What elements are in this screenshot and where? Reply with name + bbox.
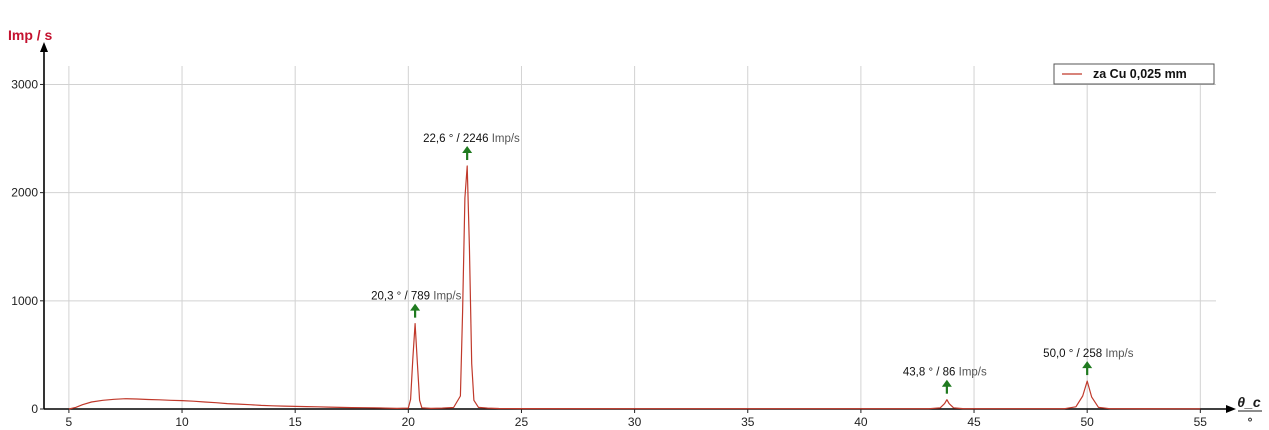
peak-annotation-label: 20,3 ° / 789 Imp/s xyxy=(371,291,462,303)
x-tick-label: 40 xyxy=(854,415,868,429)
x-tick-label: 10 xyxy=(175,415,189,429)
peak-annotation-label: 43,8 ° / 86 Imp/s xyxy=(903,367,987,379)
x-tick-label: 55 xyxy=(1194,415,1208,429)
y-tick-label: 1000 xyxy=(11,294,38,308)
x-tick-label: 20 xyxy=(402,415,416,429)
y-axis-arrowhead xyxy=(40,42,48,52)
chart-annotations: 20,3 ° / 789 Imp/s 22,6 ° / 2246 Imp/s 43,… xyxy=(371,133,1134,394)
legend-box xyxy=(1053,63,1215,85)
x-tick-label: 5 xyxy=(66,415,73,429)
y-tick-label: 0 xyxy=(31,402,38,416)
y-tick-label: 2000 xyxy=(11,186,38,200)
x-axis-unit: ° xyxy=(1248,415,1253,429)
legend-item-label: za Cu 0,025 mm xyxy=(1093,67,1187,81)
chart-ticks: 5 10 15 20 25 30 35 40 45 50 55 0 1000 2000 3000 xyxy=(11,77,1207,429)
peak-arrow-head xyxy=(1082,361,1093,369)
peak-arrow-head xyxy=(410,303,421,311)
x-tick-label: 15 xyxy=(288,415,302,429)
peak-annotation-label: 22,6 ° / 2246 Imp/s xyxy=(423,133,520,145)
x-tick-label: 30 xyxy=(628,415,642,429)
x-axis-label: θ_c xyxy=(1237,394,1261,410)
x-tick-label: 35 xyxy=(741,415,755,429)
series-line xyxy=(68,165,1201,410)
y-tick-label: 3000 xyxy=(11,77,38,91)
peak-annotation-label: 50,0 ° / 258 Imp/s xyxy=(1043,348,1134,360)
chart-grid xyxy=(44,66,1216,409)
x-axis-arrowhead xyxy=(1226,405,1236,413)
x-tick-label: 45 xyxy=(967,415,981,429)
y-axis-label: Imp / s xyxy=(8,27,53,43)
x-tick-label: 25 xyxy=(515,415,529,429)
peak-arrow-head xyxy=(462,146,473,154)
chart-series xyxy=(68,165,1201,410)
x-tick-label: 50 xyxy=(1080,415,1094,429)
peak-arrow-head xyxy=(941,379,952,387)
legend[interactable]: za Cu 0,025 mm xyxy=(1053,63,1215,85)
